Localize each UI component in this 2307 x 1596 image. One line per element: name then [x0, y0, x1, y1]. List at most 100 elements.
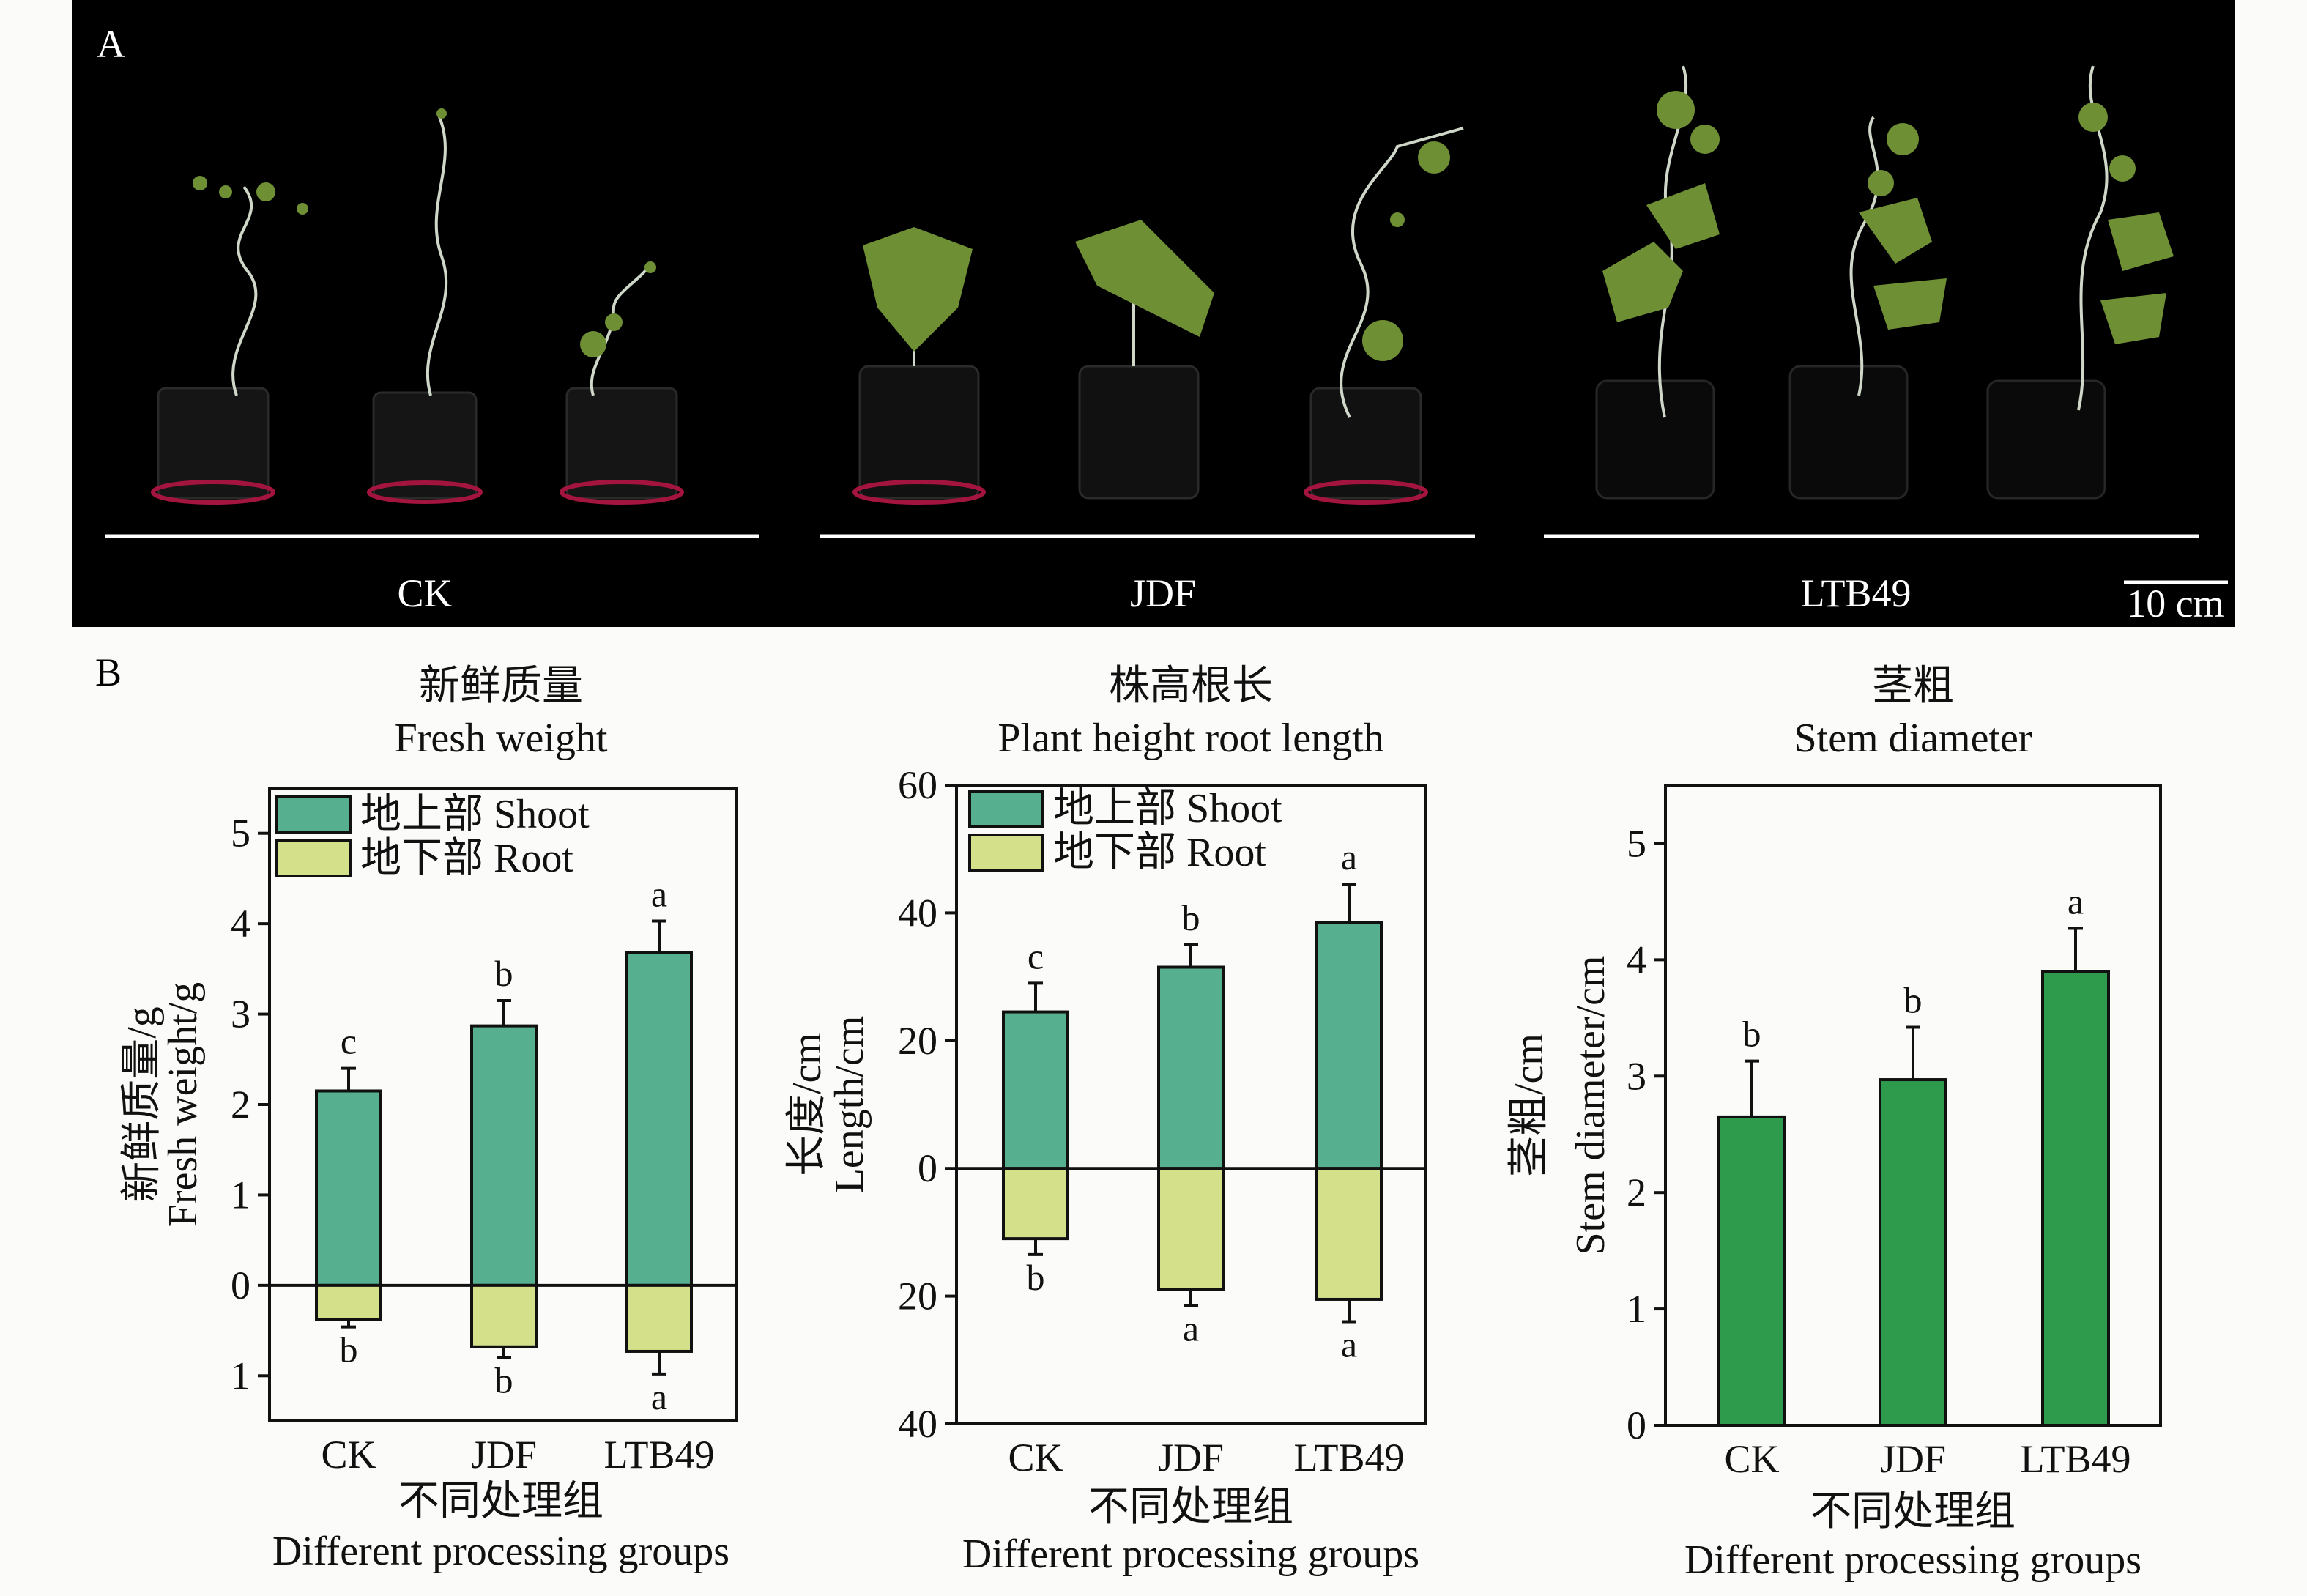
- leaves: [1602, 91, 2174, 344]
- legend-label-shoot: 地上部 Shoot: [360, 792, 590, 837]
- y-tick-label: 4: [1627, 938, 1646, 981]
- y-tick-label: 1: [1627, 1287, 1646, 1331]
- y-axis-title-en: Fresh weight/g: [160, 982, 206, 1227]
- significance-letter: c: [1028, 935, 1044, 976]
- y-tick-label: 3: [231, 992, 250, 1036]
- root-bar: [1157, 1167, 1225, 1291]
- significance-letter: b: [495, 953, 513, 994]
- legend-label-root: 地下部 Root: [360, 836, 573, 881]
- significance-letter: c: [341, 1021, 357, 1062]
- y-tick-label: 1: [231, 1173, 250, 1217]
- x-axis-title-en: Different processing groups: [962, 1532, 1419, 1577]
- significance-letter: b: [1027, 1257, 1045, 1298]
- significance-letter: a: [651, 873, 667, 914]
- x-axis-title-cn: 不同处理组: [398, 1479, 603, 1524]
- significance-letter: a: [1341, 836, 1357, 877]
- plant-group-ltb49: [1595, 65, 2174, 500]
- significance-letter: a: [1341, 1324, 1357, 1365]
- group-label-jdf: JDF: [1130, 571, 1196, 615]
- shoot-bar: [315, 1089, 382, 1287]
- y-axis-title-cn: 长度/cm: [784, 1033, 830, 1176]
- y-tick-label: 0: [918, 1146, 937, 1190]
- chart-title-cn: 茎粗: [1872, 664, 1954, 709]
- significance-letter: b: [495, 1360, 513, 1401]
- significance-letter: b: [340, 1329, 358, 1370]
- y-tick-label: 0: [231, 1263, 250, 1307]
- pot: [1595, 365, 2106, 500]
- y-tick-label: 40: [898, 891, 937, 935]
- leaves: [193, 108, 656, 357]
- y-tick-label: 3: [1627, 1054, 1646, 1098]
- root-bar: [1002, 1167, 1069, 1241]
- root-bar: [315, 1283, 382, 1321]
- chart-title-en: Fresh weight: [395, 716, 608, 761]
- x-axis-title-cn: 不同处理组: [1810, 1489, 2016, 1534]
- plant-photo: A: [97, 22, 2228, 626]
- x-tick-label: CK: [1724, 1437, 1779, 1481]
- significance-letter: a: [2068, 880, 2084, 921]
- shoot-bar: [1157, 965, 1225, 1170]
- y-tick-label: 1: [231, 1354, 250, 1398]
- plant-photo-panel: A: [72, 0, 2235, 627]
- y-tick-label: 60: [898, 763, 937, 807]
- x-tick-label: CK: [1008, 1436, 1063, 1480]
- chart-title-en: Stem diameter: [1794, 716, 2032, 761]
- y-axis-title-cn: 茎粗/cm: [1507, 1033, 1552, 1177]
- x-tick-label: LTB49: [603, 1433, 714, 1477]
- x-axis-title-en: Different processing groups: [1684, 1537, 2141, 1583]
- x-tick-label: CK: [321, 1433, 376, 1477]
- y-tick-label: 20: [898, 1019, 937, 1063]
- stem-diameter-chart: 茎粗 Stem diameter 5 4 3 2 1 0 b b a CK JDF LTB49不同处理组D…: [1507, 664, 2162, 1583]
- group-label-ck: CK: [397, 571, 452, 615]
- pot: [151, 387, 684, 505]
- significance-letter: a: [651, 1376, 667, 1417]
- x-tick-label: JDF: [471, 1433, 537, 1477]
- shoot-bar: [1315, 921, 1383, 1170]
- root-bar: [470, 1283, 538, 1348]
- scale-bar-label: 10 cm: [2126, 582, 2224, 626]
- panel-a-letter: A: [97, 22, 125, 66]
- y-tick-label: 0: [1627, 1403, 1646, 1447]
- y-tick-label: 40: [898, 1402, 937, 1446]
- y-axis-title-en: Stem diameter/cm: [1568, 956, 1613, 1255]
- stem: [231, 113, 652, 396]
- fresh-weight-chart: 新鲜质量 Fresh weight 5 4 3 2 1 0 1 c b a b b a CK JDF LTB49不…: [119, 664, 738, 1574]
- y-tick-label: 5: [231, 812, 250, 855]
- x-tick-label: JDF: [1880, 1437, 1946, 1481]
- shoot-bar: [470, 1024, 538, 1287]
- plot-frame: [955, 784, 1427, 1425]
- chart-title-en: Plant height root length: [998, 716, 1383, 761]
- plant-group-ck: [151, 108, 684, 505]
- y-axis-title-cn: 新鲜质量/g: [119, 1006, 165, 1203]
- y-tick-label: 2: [1627, 1170, 1646, 1214]
- significance-letter: b: [1904, 980, 1922, 1021]
- chart-title-cn: 株高根长: [1109, 664, 1273, 709]
- legend-swatch-shoot: [275, 795, 352, 834]
- panel-b-letter: B: [95, 650, 122, 694]
- leaves: [863, 141, 1450, 361]
- x-tick-label: LTB49: [2020, 1437, 2130, 1481]
- x-axis-title-en: Different processing groups: [272, 1529, 729, 1574]
- y-axis-title-en: Length/cm: [827, 1016, 872, 1194]
- stem-bar: [1717, 1115, 1786, 1427]
- stem-bar: [1879, 1078, 1947, 1428]
- y-tick-label: 5: [1627, 821, 1646, 865]
- root-bar: [1315, 1167, 1383, 1301]
- significance-letter: b: [1743, 1014, 1761, 1055]
- shoot-bar: [625, 951, 693, 1287]
- group-label-ltb49: LTB49: [1800, 571, 1911, 615]
- legend-swatch-root: [968, 834, 1044, 872]
- pot: [852, 365, 1428, 505]
- chart-title-cn: 新鲜质量: [419, 664, 583, 709]
- y-tick-label: 2: [231, 1083, 250, 1127]
- x-axis-title-cn: 不同处理组: [1088, 1485, 1293, 1530]
- x-tick-label: JDF: [1158, 1436, 1224, 1480]
- y-tick-label: 20: [898, 1274, 937, 1318]
- stem-bar: [2041, 970, 2110, 1427]
- shoot-bar: [1002, 1010, 1069, 1170]
- length-chart: 株高根长 Plant height root length 60 40 20 0 20 40 c…: [784, 664, 1427, 1577]
- legend-label-root: 地下部 Root: [1053, 830, 1266, 875]
- significance-letter: a: [1183, 1308, 1199, 1349]
- legend-swatch-root: [275, 839, 352, 877]
